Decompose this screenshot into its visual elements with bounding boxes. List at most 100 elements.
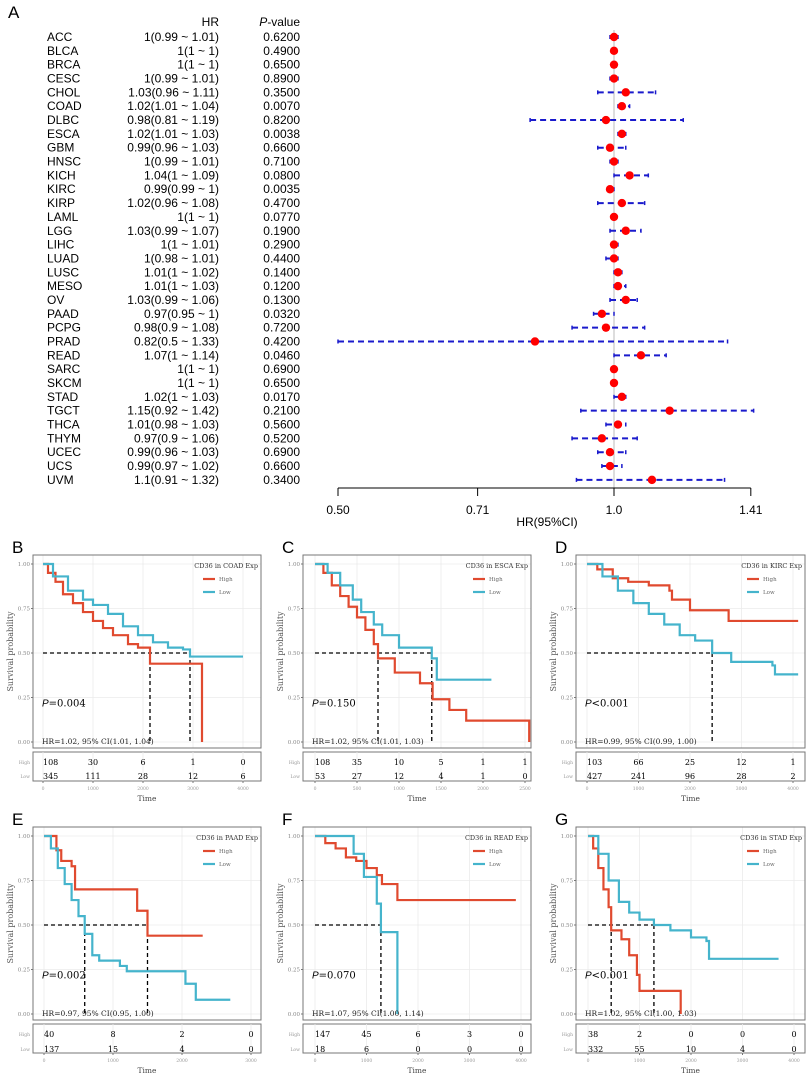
hr-point xyxy=(609,240,619,249)
x-tick-label: 1000 xyxy=(633,786,645,792)
x-tick-label: 4000 xyxy=(788,1058,800,1064)
p-value: 0.4700 xyxy=(263,196,300,210)
forest-plot: A HR P-value ACC 1(0.99 ~ 1.01) 0.6200 BLCA 1(1… xyxy=(8,3,763,529)
hr-point xyxy=(605,185,615,194)
hr-text: 0.97(0.95 ~ 1) xyxy=(144,307,219,321)
forest-row: ACC 1(0.99 ~ 1.01) 0.6200 xyxy=(47,30,619,44)
hr-text: 1(1 ~ 1) xyxy=(177,44,219,58)
cancer-name: STAD xyxy=(47,390,78,404)
p-value: 0.4900 xyxy=(263,44,300,58)
km-panel: C 0.00 0.25 0.50 0.75 1.00 Survival probabilit… xyxy=(276,538,532,803)
risk-count: 15 xyxy=(108,1045,118,1054)
p-value: =0.002 xyxy=(49,970,86,981)
legend-label: Low xyxy=(489,862,501,868)
p-value-annotation: P=0.004 xyxy=(42,698,86,709)
x-tick-label: 1000 xyxy=(634,1058,646,1064)
forest-row: LUAD 1(0.98 ~ 1.01) 0.4400 xyxy=(47,251,619,265)
p-value: 0.1900 xyxy=(263,224,300,238)
x-tick-label: 1000 xyxy=(87,786,99,792)
cancer-name: LIHC xyxy=(47,238,75,252)
legend-label: Low xyxy=(219,862,231,868)
hr-text: 0.99(0.96 ~ 1.03) xyxy=(127,445,219,459)
hr-text: 0.97(0.9 ~ 1.06) xyxy=(134,431,219,445)
risk-count: 28 xyxy=(138,772,148,781)
hr-annotation: HR=1.02, 95% CI(1.01, 1.04) xyxy=(42,737,154,746)
risk-count: 147 xyxy=(315,1030,330,1039)
hr-text: 1.01(0.98 ~ 1.03) xyxy=(127,418,219,432)
forest-row: BLCA 1(1 ~ 1) 0.4900 xyxy=(47,44,619,58)
risk-count: 4 xyxy=(438,772,443,781)
x-tick-label: 1000 xyxy=(393,786,405,792)
y-tick-label: 0.75 xyxy=(18,607,31,613)
hr-text: 1(1 ~ 1.01) xyxy=(161,238,219,252)
forest-row: THYM 0.97(0.9 ~ 1.06) 0.5200 xyxy=(47,431,638,445)
cancer-name: DLBC xyxy=(47,113,79,127)
legend-title: CD36 in STAD Exp xyxy=(740,834,802,842)
km-panel: F 0.00 0.25 0.50 0.75 1.00 Survival probabilit… xyxy=(276,810,532,1075)
risk-row-label: High xyxy=(289,1032,300,1038)
y-tick-label: 0.25 xyxy=(561,968,574,974)
risk-count: 241 xyxy=(631,772,646,781)
x-axis-title: Time xyxy=(681,794,701,803)
forest-row: THCA 1.01(0.98 ~ 1.03) 0.5600 xyxy=(47,418,627,432)
x-tick-label: 500 xyxy=(353,786,362,792)
cancer-name: LAML xyxy=(47,210,79,224)
forest-row: SARC 1(1 ~ 1) 0.6900 xyxy=(47,362,619,376)
p-rest: -value xyxy=(267,15,300,29)
hr-text: 0.99(0.99 ~ 1) xyxy=(144,182,219,196)
legend-label: Low xyxy=(763,590,775,596)
forest-row: KICH 1.04(1 ~ 1.09) 0.0800 xyxy=(47,168,650,182)
legend-label: High xyxy=(219,577,233,583)
risk-count: 1 xyxy=(190,758,195,767)
risk-count: 1 xyxy=(790,758,795,767)
p-value-annotation: P=0.150 xyxy=(312,698,356,709)
y-axis-title: Survival probability xyxy=(276,611,285,692)
hr-annotation: HR=1.02, 95% CI(1.01, 1.03) xyxy=(312,737,424,746)
risk-count: 10 xyxy=(394,758,404,767)
p-value: 0.4200 xyxy=(263,334,300,348)
hr-text: 1(1 ~ 1) xyxy=(177,58,219,72)
forest-row: BRCA 1(1 ~ 1) 0.6500 xyxy=(47,58,619,72)
x-tick-label: 0 xyxy=(42,786,45,792)
x-axis-title: Time xyxy=(408,794,428,803)
risk-count: 53 xyxy=(315,772,325,781)
survival-curve-high xyxy=(587,562,799,623)
forest-row: LGG 1.03(0.99 ~ 1.07) 0.1900 xyxy=(47,224,642,238)
plot-frame xyxy=(32,554,262,749)
p-value: 0.5600 xyxy=(263,418,300,432)
survival-curve-high xyxy=(315,834,516,902)
x-tick-label: 0.71 xyxy=(466,503,490,517)
cancer-name: SKCM xyxy=(47,376,82,390)
risk-count: 5 xyxy=(438,758,443,767)
x-tick-label: 2000 xyxy=(684,786,696,792)
x-tick-label: 2000 xyxy=(412,1058,424,1064)
y-tick-label: 0.00 xyxy=(561,740,574,746)
legend-label: Low xyxy=(763,862,775,868)
risk-count: 27 xyxy=(352,772,362,781)
survival-curve-low xyxy=(315,834,399,1014)
x-tick-label: 3000 xyxy=(245,1058,257,1064)
risk-count: 0 xyxy=(248,1030,253,1039)
hr-text: 1.02(0.96 ~ 1.08) xyxy=(127,196,219,210)
risk-count: 30 xyxy=(88,758,98,767)
risk-count: 0 xyxy=(248,1045,253,1054)
hr-text: 1(1 ~ 1) xyxy=(177,362,219,376)
hr-text: 1.03(0.99 ~ 1.07) xyxy=(127,224,219,238)
legend-label: High xyxy=(763,577,777,583)
cancer-name: HNSC xyxy=(47,155,81,169)
risk-row-label: High xyxy=(19,760,30,766)
y-tick-label: 0.25 xyxy=(288,968,301,974)
plot-frame xyxy=(32,826,262,1021)
x-axis-title: Time xyxy=(138,1066,158,1075)
risk-row-label: High xyxy=(19,1032,30,1038)
hr-text: 1.02(1.01 ~ 1.04) xyxy=(127,99,219,113)
y-tick-label: 0.75 xyxy=(561,879,574,885)
hr-text: 0.99(0.96 ~ 1.03) xyxy=(127,141,219,155)
risk-count: 0 xyxy=(518,1030,523,1039)
risk-count: 4 xyxy=(740,1045,745,1054)
p-value: 0.0770 xyxy=(263,210,300,224)
risk-count: 55 xyxy=(634,1045,644,1054)
x-tick-label: 2500 xyxy=(519,786,531,792)
x-tick-label: 0 xyxy=(314,1058,317,1064)
cancer-name: UVM xyxy=(47,473,74,487)
